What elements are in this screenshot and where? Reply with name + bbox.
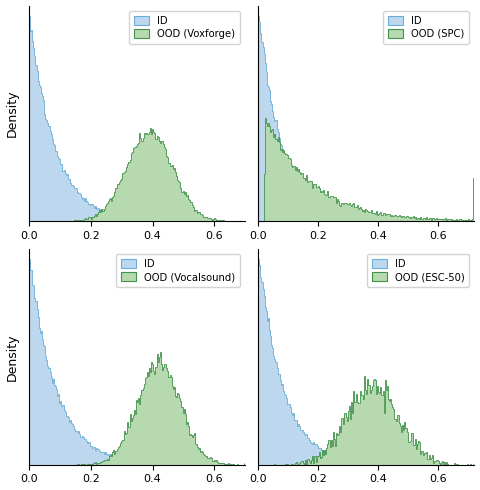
Polygon shape [29, 128, 245, 221]
Y-axis label: Density: Density [6, 333, 19, 381]
Polygon shape [258, 259, 474, 465]
Legend: ID, OOD (ESC-50): ID, OOD (ESC-50) [367, 254, 469, 287]
Y-axis label: Density: Density [6, 90, 19, 137]
Legend: ID, OOD (Vocalsound): ID, OOD (Vocalsound) [116, 254, 240, 287]
Legend: ID, OOD (Voxforge): ID, OOD (Voxforge) [129, 11, 240, 44]
Polygon shape [29, 259, 245, 465]
Polygon shape [258, 16, 474, 221]
Polygon shape [29, 16, 245, 221]
Polygon shape [258, 375, 474, 465]
Polygon shape [29, 352, 245, 465]
Polygon shape [258, 118, 474, 221]
Legend: ID, OOD (SPC): ID, OOD (SPC) [383, 11, 469, 44]
